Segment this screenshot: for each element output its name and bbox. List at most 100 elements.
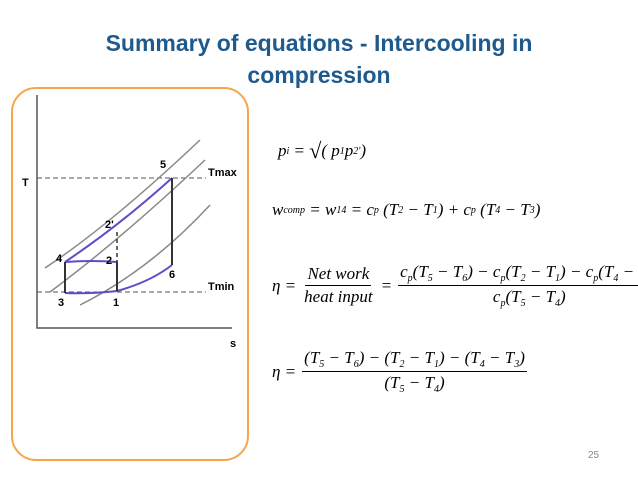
subscript: 2 [399,359,405,370]
math-text: ) + [437,200,464,219]
subscript: comp [283,204,306,216]
math-text: = [289,141,310,160]
subscript: i [286,145,290,157]
process [64,290,118,295]
symbol: T [424,348,434,367]
symbol: p [278,141,287,160]
symbol: c [492,287,501,306]
subscript: 6 [462,273,468,284]
subscript: p [593,273,599,284]
symbol: T [452,262,463,281]
symbol: T [603,262,614,281]
subscript: 2' [353,145,361,157]
math-text: ) [360,141,367,160]
subscript: 4 [479,359,485,370]
point-label: 2 [106,255,112,267]
subscript: 5 [520,298,526,309]
subscript: 4 [495,204,501,216]
point-label: 5 [160,159,166,171]
math-text: = [380,275,393,295]
math-text: ) − ( [358,348,391,367]
frame [11,87,249,461]
numerator: (T5 − T6) − (T2 − T1) − (T4 − T3) [302,348,527,372]
math-text: ) − [467,262,493,281]
t-max-label: Tmax [208,167,238,179]
subscript: 5 [399,384,405,395]
math-text: ) [560,287,566,306]
symbol: c [400,262,408,281]
symbol: T [388,200,399,219]
denominator: (T5 − T4) [382,372,446,395]
math-text: ( [475,200,486,219]
subscript: 4 [555,298,561,309]
symbol: T [344,348,354,367]
title: Summary of equations - Intercooling in [105,30,533,56]
symbol: c [492,262,501,281]
point-label: 4 [56,253,63,265]
math-text: − [500,200,521,219]
symbol: T [520,200,530,219]
title: compression [247,62,391,88]
isobar [49,159,206,293]
math-text: = [346,200,367,219]
axis-label: s [230,338,236,350]
math-text: η = [272,275,297,295]
symbol: w [272,200,284,219]
math-text: − [324,348,345,367]
symbol: T [511,262,521,281]
numerator: Net work [305,264,372,286]
subscript: 2 [398,204,404,216]
subscript: 4 [433,384,439,395]
subscript: 14 [336,204,347,216]
math-text: = [305,200,325,219]
subscript: p [407,273,413,284]
symbol: T [504,348,515,367]
equation: η = Net work heat input = cp(T5 − T6) − cp(T… [272,262,638,309]
symbol: T [423,200,433,219]
subscript: p [500,273,506,284]
denominator: heat input [304,287,373,306]
process [64,260,118,263]
fraction: (T5 − T6) − (T2 − T1) − (T4 − T3) (T5 − T… [302,348,527,395]
page-number: 25 [588,450,600,461]
math-text: − [525,262,546,281]
math-text: ( [505,262,512,281]
symbol: T [470,348,480,367]
math-text: ( [598,262,604,281]
math-text: − [432,262,453,281]
axis-label: T [22,177,29,189]
symbol: T [424,373,434,392]
math-text: ( [321,141,332,160]
math-text: ( [384,373,391,392]
process [116,264,173,292]
math-text: √ [309,138,322,163]
symbol: c [366,200,374,219]
symbol: w [325,200,337,219]
subscript: 1 [432,204,438,216]
point-label: 2' [105,219,114,231]
subscript: 1 [433,359,439,370]
subscript: 6 [353,359,359,370]
math-text: ( [505,287,512,306]
fraction: Net work heat input [302,264,374,307]
symbol: T [390,373,400,392]
math-text: − [484,348,505,367]
point-label: 6 [169,269,175,281]
subscript: 2 [520,273,526,284]
math-text: − [403,200,424,219]
symbol: T [545,287,556,306]
symbol: T [545,262,556,281]
fraction: cp(T5 − T6) − cp(T2 − T1) − cp(T4 − T3)c… [398,262,638,309]
point-label: 3 [58,297,64,309]
math-text: ) [519,348,525,367]
symbol: T [390,348,400,367]
subscript: p [470,204,476,216]
symbol: T [418,262,428,281]
symbol: c [463,200,471,219]
math-text: η = [272,361,297,381]
subscript: 3 [529,204,535,216]
axes [36,95,232,329]
subscript: 5 [427,273,433,284]
